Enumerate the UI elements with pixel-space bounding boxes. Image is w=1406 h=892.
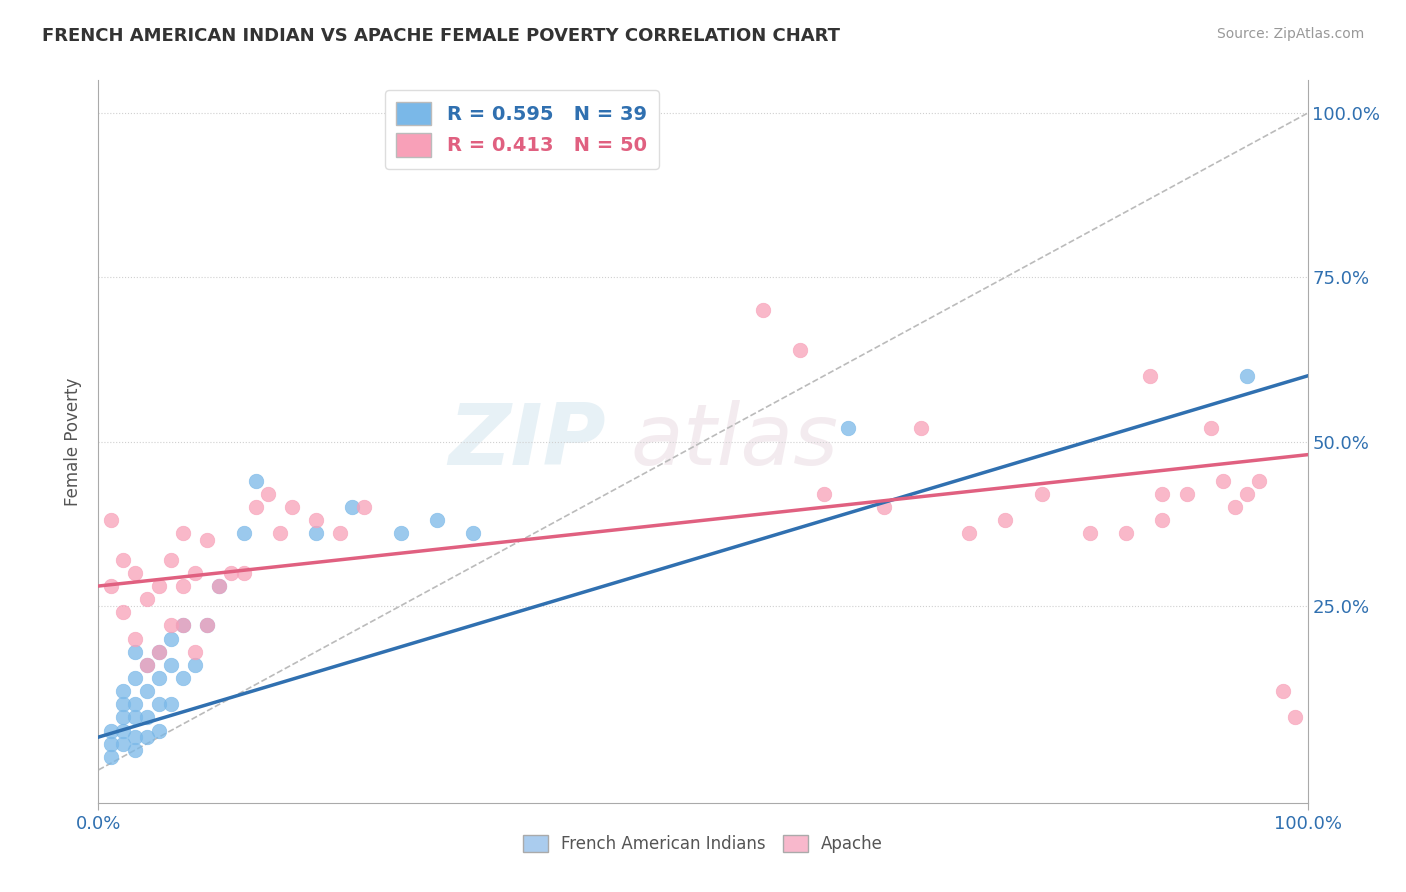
Point (1284, 710, 1306, 724)
Point (148, 698, 170, 712)
Point (172, 526, 194, 541)
Point (245, 474, 267, 488)
Point (1152, 487, 1174, 501)
Point (124, 698, 146, 712)
Point (100, 513, 122, 527)
Point (135, 592, 157, 607)
Point (1115, 526, 1137, 541)
Point (111, 698, 134, 712)
Point (135, 657, 157, 672)
Point (111, 710, 134, 724)
Point (124, 566, 146, 580)
Point (329, 526, 352, 541)
Point (160, 698, 183, 712)
Legend: French American Indians, Apache: French American Indians, Apache (516, 828, 890, 860)
Point (111, 605, 134, 619)
Point (232, 526, 254, 541)
Point (100, 737, 122, 751)
Point (1212, 474, 1234, 488)
Point (1199, 421, 1222, 435)
Point (111, 737, 134, 751)
Point (1175, 487, 1198, 501)
Point (426, 513, 449, 527)
Y-axis label: Female Poverty: Female Poverty (65, 377, 83, 506)
Point (353, 500, 375, 515)
Point (1236, 368, 1258, 383)
Point (100, 723, 122, 738)
Text: FRENCH AMERICAN INDIAN VS APACHE FEMALE POVERTY CORRELATION CHART: FRENCH AMERICAN INDIAN VS APACHE FEMALE … (42, 27, 841, 45)
Point (172, 671, 194, 685)
Point (789, 343, 811, 357)
Point (124, 632, 146, 646)
Point (160, 618, 183, 632)
Point (100, 749, 122, 764)
Point (111, 723, 134, 738)
Point (1249, 474, 1271, 488)
Point (463, 526, 485, 541)
Point (1139, 368, 1161, 383)
Point (342, 500, 364, 515)
Point (994, 513, 1017, 527)
Point (873, 500, 896, 515)
Point (135, 730, 157, 744)
Point (148, 645, 170, 659)
Point (172, 618, 194, 632)
Point (124, 730, 146, 744)
Point (124, 645, 146, 659)
Point (837, 421, 859, 435)
Point (208, 579, 231, 593)
Point (124, 743, 146, 757)
Point (111, 553, 134, 567)
Point (195, 618, 218, 632)
Point (124, 710, 146, 724)
Point (160, 657, 183, 672)
Point (160, 632, 183, 646)
Point (269, 526, 291, 541)
Point (184, 566, 207, 580)
Text: Source: ZipAtlas.com: Source: ZipAtlas.com (1216, 27, 1364, 41)
Point (232, 566, 254, 580)
Point (195, 618, 218, 632)
Point (135, 710, 157, 724)
Point (135, 657, 157, 672)
Point (245, 500, 267, 515)
Point (1236, 487, 1258, 501)
Point (184, 645, 207, 659)
Point (305, 513, 328, 527)
Point (148, 579, 170, 593)
Point (957, 526, 980, 541)
Point (172, 579, 194, 593)
Point (1078, 526, 1101, 541)
Point (111, 684, 134, 698)
Point (1152, 513, 1174, 527)
Point (1031, 487, 1053, 501)
Point (148, 723, 170, 738)
Point (208, 579, 231, 593)
Point (195, 533, 218, 547)
Point (148, 671, 170, 685)
Point (305, 526, 328, 541)
Point (389, 526, 412, 541)
Point (1272, 684, 1295, 698)
Point (184, 657, 207, 672)
Point (221, 566, 243, 580)
Point (172, 618, 194, 632)
Point (148, 645, 170, 659)
Point (813, 487, 835, 501)
Text: ZIP: ZIP (449, 400, 606, 483)
Point (256, 487, 278, 501)
Point (100, 579, 122, 593)
Point (910, 421, 932, 435)
Point (752, 303, 775, 318)
Point (1223, 500, 1246, 515)
Point (124, 671, 146, 685)
Point (135, 684, 157, 698)
Point (160, 553, 183, 567)
Text: atlas: atlas (630, 400, 838, 483)
Point (281, 500, 304, 515)
